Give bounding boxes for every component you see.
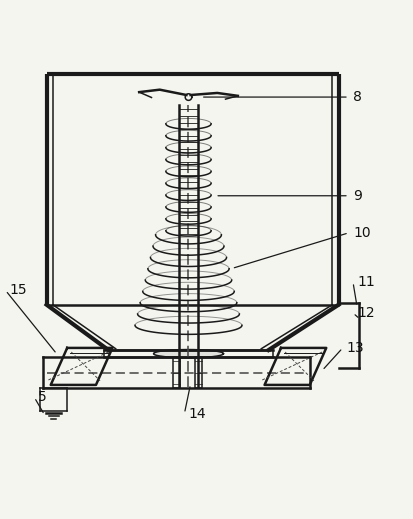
Text: 12: 12 (356, 306, 374, 320)
Text: 14: 14 (188, 407, 206, 421)
Bar (194, 358, 202, 388)
Text: 15: 15 (9, 283, 27, 297)
Text: 10: 10 (352, 226, 370, 240)
Text: 11: 11 (356, 275, 374, 289)
Text: 9: 9 (352, 189, 361, 203)
Polygon shape (153, 350, 223, 358)
Text: 13: 13 (346, 341, 363, 355)
Bar (173, 358, 180, 388)
Text: 5: 5 (38, 390, 47, 404)
Text: 8: 8 (352, 90, 361, 104)
